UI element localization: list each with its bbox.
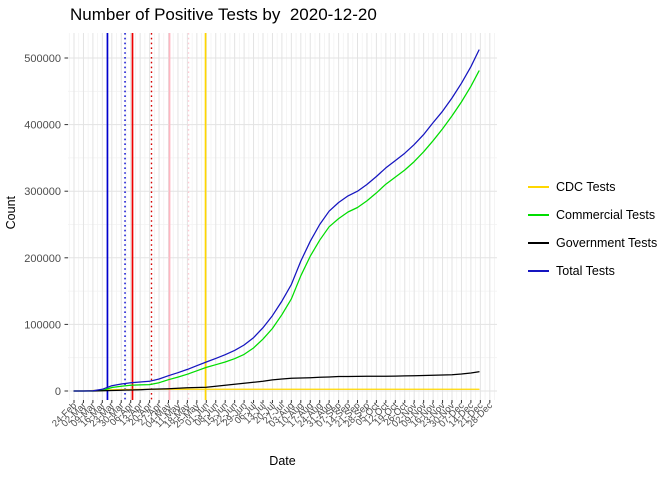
legend-key-line bbox=[528, 186, 549, 188]
legend-key-line bbox=[528, 242, 549, 244]
legend-label: CDC Tests bbox=[556, 180, 616, 194]
major-gridlines bbox=[68, 33, 497, 400]
legend-key-line bbox=[528, 270, 549, 272]
chart-title: Number of Positive Tests by 2020-12-20 bbox=[70, 5, 377, 24]
x-axis-title: Date bbox=[269, 454, 296, 468]
legend-item: CDC Tests bbox=[528, 173, 657, 201]
y-tick-label: 100000 bbox=[24, 319, 61, 331]
series-line-commercial-tests bbox=[73, 70, 480, 392]
y-tick-label: 400000 bbox=[24, 120, 61, 132]
legend-label: Total Tests bbox=[556, 264, 615, 278]
legend-label: Government Tests bbox=[556, 236, 658, 250]
series-lines bbox=[73, 49, 480, 392]
event-vlines bbox=[106, 33, 207, 400]
legend: CDC Tests Commercial Tests Government Te… bbox=[528, 173, 657, 285]
y-tick-label: 200000 bbox=[24, 253, 61, 265]
y-tick-label: 300000 bbox=[24, 186, 61, 198]
legend-key-line bbox=[528, 214, 549, 216]
legend-item: Commercial Tests bbox=[528, 201, 657, 229]
panel-background bbox=[68, 33, 497, 400]
legend-item: Total Tests bbox=[528, 257, 657, 285]
x-tick-labels: 24-Feb02-Mar09-Mar16-Mar23-Mar30-Mar06-A… bbox=[50, 400, 495, 430]
y-tick-label: 0 bbox=[55, 386, 61, 398]
y-tick-label: 500000 bbox=[24, 53, 61, 65]
legend-item: Government Tests bbox=[528, 229, 657, 257]
legend-label: Commercial Tests bbox=[556, 208, 656, 222]
minor-gridlines bbox=[68, 33, 497, 400]
series-line-government-tests bbox=[73, 371, 480, 392]
axis-ticks bbox=[64, 57, 491, 403]
y-axis-title: Count bbox=[4, 196, 18, 230]
series-line-total-tests bbox=[73, 49, 480, 392]
y-tick-labels: 0 100000 200000 300000 400000 500000 bbox=[24, 53, 61, 398]
